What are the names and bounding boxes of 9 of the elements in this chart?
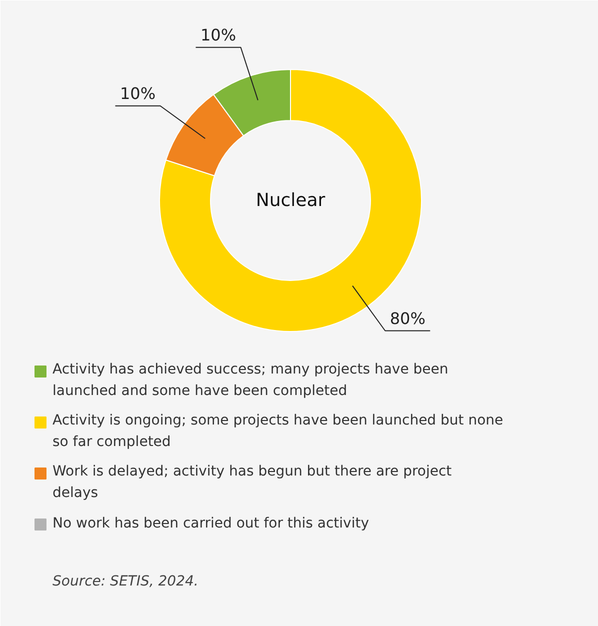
data-label: 10% [120, 84, 156, 103]
legend-label: Activity is ongoing; some projects have been launched but none so far completed [52, 412, 504, 450]
data-label: 80% [390, 308, 426, 328]
data-label: 10% [200, 25, 236, 44]
legend-label: No work has been carried out for this activity [52, 516, 370, 532]
source-note: Source: SETIS, 2024. [52, 574, 198, 590]
legend-label: Work is delayed; activity has begun but there are project delays [52, 464, 452, 502]
text: Nuclear [256, 190, 326, 211]
legend-label: Activity has achieved success; many projects have been launched and some have been completed [52, 362, 448, 400]
